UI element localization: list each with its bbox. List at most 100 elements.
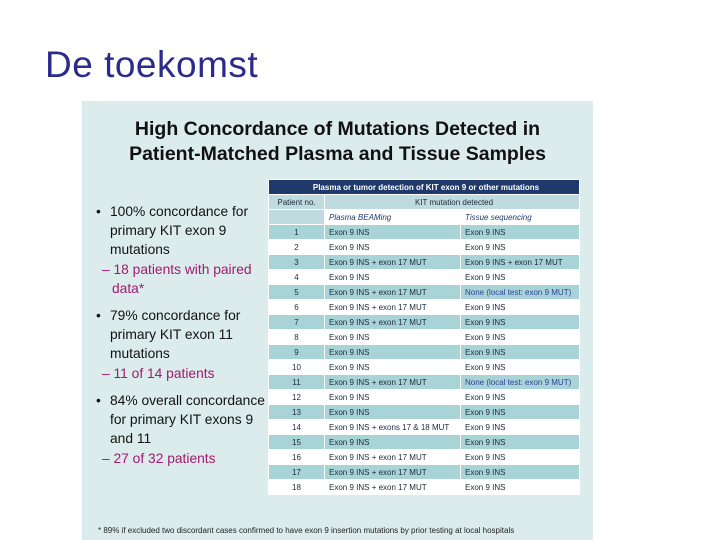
cell-tissue: None (local test: exon 9 MUT) — [459, 284, 581, 300]
cell-plasma: Exon 9 INS — [324, 404, 461, 420]
table-row: 10 Exon 9 INS Exon 9 INS — [268, 359, 581, 375]
slide-title: De toekomst — [45, 44, 259, 85]
cell-plasma: Exon 9 INS + exon 17 MUT — [324, 479, 461, 495]
cell-patient-no: 13 — [268, 404, 325, 420]
bullet-text: 100% concordance for primary KIT exon 9 … — [110, 204, 249, 257]
cell-tissue: Exon 9 INS + exon 17 MUT — [459, 254, 581, 270]
table-row: 9 Exon 9 INS Exon 9 INS — [268, 344, 581, 360]
table-row: 3 Exon 9 INS + exon 17 MUT Exon 9 INS + ex… — [268, 254, 581, 270]
table-row: 15 Exon 9 INS Exon 9 INS — [268, 434, 581, 450]
table-row: 1 Exon 9 INS Exon 9 INS — [268, 224, 581, 240]
cell-patient-no: 9 — [268, 344, 325, 360]
cell-plasma: Exon 9 INS — [324, 224, 461, 240]
cell-tissue: None (local test: exon 9 MUT) — [459, 374, 581, 390]
cell-patient-no: 1 — [268, 224, 325, 240]
table-row: 17 Exon 9 INS + exon 17 MUT Exon 9 INS — [268, 464, 581, 480]
footnote: * 89% if excluded two discordant cases c… — [98, 526, 515, 535]
cell-tissue: Exon 9 INS — [459, 314, 581, 330]
cell-plasma: Exon 9 INS + exons 17 & 18 MUT — [324, 419, 461, 435]
cell-patient-no: 15 — [268, 434, 325, 450]
cell-tissue: Exon 9 INS — [459, 419, 581, 435]
col-header-tissue: Tissue sequencing — [459, 209, 581, 225]
bullet-text: 84% overall concordance for primary KIT … — [110, 393, 265, 446]
cell-patient-no: 11 — [268, 374, 325, 390]
cell-patient-no: 14 — [268, 419, 325, 435]
cell-tissue: Exon 9 INS — [459, 329, 581, 345]
table-subheader-row: Plasma BEAMing Tissue sequencing — [268, 209, 581, 225]
cell-plasma: Exon 9 INS — [324, 434, 461, 450]
panel-heading-line1: High Concordance of Mutations Detected i… — [134, 118, 541, 140]
cell-tissue: Exon 9 INS — [459, 344, 581, 360]
cell-patient-no: 18 — [268, 479, 325, 495]
cell-patient-no: 16 — [268, 449, 325, 465]
figure-panel: High Concordance of Mutations Detected i… — [82, 101, 593, 540]
sub-bullet: – 11 of 14 patients — [102, 366, 215, 381]
cell-plasma: Exon 9 INS — [324, 269, 461, 285]
table-row: 12 Exon 9 INS Exon 9 INS — [268, 389, 581, 405]
cell-plasma: Exon 9 INS + exon 17 MUT — [324, 374, 461, 390]
cell-tissue: Exon 9 INS — [459, 449, 581, 465]
col-header-patient: Patient no. — [268, 194, 325, 210]
cell-patient-no: 17 — [268, 464, 325, 480]
cell-tissue: Exon 9 INS — [459, 464, 581, 480]
cell-patient-no: 5 — [268, 284, 325, 300]
table-row: 18 Exon 9 INS + exon 17 MUT Exon 9 INS — [268, 479, 581, 495]
cell-patient-no: 7 — [268, 314, 325, 330]
cell-tissue: Exon 9 INS — [459, 389, 581, 405]
cell-plasma: Exon 9 INS — [324, 329, 461, 345]
table-row: 7 Exon 9 INS + exon 17 MUT Exon 9 INS — [268, 314, 581, 330]
cell-plasma: Exon 9 INS + exon 17 MUT — [324, 314, 461, 330]
table-row: 16 Exon 9 INS + exon 17 MUT Exon 9 INS — [268, 449, 581, 465]
cell-plasma: Exon 9 INS — [324, 344, 461, 360]
cell-plasma: Exon 9 INS — [324, 359, 461, 375]
col-header-detected: KIT mutation detected — [323, 194, 581, 210]
bullet-dot: • — [96, 204, 101, 219]
table-row: 6 Exon 9 INS + exon 17 MUT Exon 9 INS — [268, 299, 581, 315]
cell-patient-no: 12 — [268, 389, 325, 405]
bullet-dot: • — [96, 308, 101, 323]
cell-tissue: Exon 9 INS — [459, 479, 581, 495]
table-row: 8 Exon 9 INS Exon 9 INS — [268, 329, 581, 345]
cell-patient-no: 8 — [268, 329, 325, 345]
table-top-header-text: Plasma or tumor detection of KIT exon 9 … — [267, 179, 581, 195]
sub-bullet: – 27 of 32 patients — [102, 451, 216, 466]
bullet-text: 79% concordance for primary KIT exon 11 … — [110, 308, 241, 361]
bullet-item: • 79% concordance for primary KIT exon 11… — [96, 306, 268, 363]
panel-heading-line2: Patient-Matched Plasma and Tissue Sample… — [129, 143, 546, 165]
cell-tissue: Exon 9 INS — [459, 404, 581, 420]
table-row: 11 Exon 9 INS + exon 17 MUT None (local te… — [268, 374, 581, 390]
bullet-item: • 100% concordance for primary KIT exon 9… — [96, 202, 268, 259]
bullet-dot: • — [96, 393, 101, 408]
table-row: 2 Exon 9 INS Exon 9 INS — [268, 239, 581, 255]
col-header-plasma: Plasma BEAMing — [324, 209, 461, 225]
table-header-row: Patient no. KIT mutation detected — [268, 194, 581, 210]
cell-plasma: Exon 9 INS — [324, 239, 461, 255]
cell-tissue: Exon 9 INS — [459, 434, 581, 450]
panel-heading: High Concordance of Mutations Detected i… — [82, 117, 593, 167]
cell-plasma: Exon 9 INS + exon 17 MUT — [324, 299, 461, 315]
cell-patient-no: 4 — [268, 269, 325, 285]
table-row: 14 Exon 9 INS + exons 17 & 18 MUT Exon 9 I… — [268, 419, 581, 435]
cell-patient-no: 3 — [268, 254, 325, 270]
cell-plasma: Exon 9 INS + exon 17 MUT — [324, 464, 461, 480]
bullet-list: • 100% concordance for primary KIT exon 9… — [96, 202, 268, 468]
cell-tissue: Exon 9 INS — [459, 299, 581, 315]
sub-bullet: – 18 patients with paired data* — [102, 262, 252, 296]
cell-patient-no: 6 — [268, 299, 325, 315]
cell-tissue: Exon 9 INS — [459, 239, 581, 255]
cell-plasma: Exon 9 INS — [324, 389, 461, 405]
cell-patient-no: 2 — [268, 239, 325, 255]
cell-plasma: Exon 9 INS + exon 17 MUT — [324, 284, 461, 300]
cell-patient-no: 10 — [268, 359, 325, 375]
cell-tissue: Exon 9 INS — [459, 359, 581, 375]
table-row: 5 Exon 9 INS + exon 17 MUT None (local tes… — [268, 284, 581, 300]
table-row: 13 Exon 9 INS Exon 9 INS — [268, 404, 581, 420]
bullet-item: • 84% overall concordance for primary KIT… — [96, 391, 268, 448]
cell-plasma: Exon 9 INS + exon 17 MUT — [324, 449, 461, 465]
table-row: 4 Exon 9 INS Exon 9 INS — [268, 269, 581, 285]
mutation-table: Plasma or tumor detection of KIT exon 9 … — [267, 179, 581, 495]
cell-tissue: Exon 9 INS — [459, 269, 581, 285]
cell-plasma: Exon 9 INS + exon 17 MUT — [324, 254, 461, 270]
cell-tissue: Exon 9 INS — [459, 224, 581, 240]
table-top-header: Plasma or tumor detection of KIT exon 9 … — [267, 179, 581, 195]
